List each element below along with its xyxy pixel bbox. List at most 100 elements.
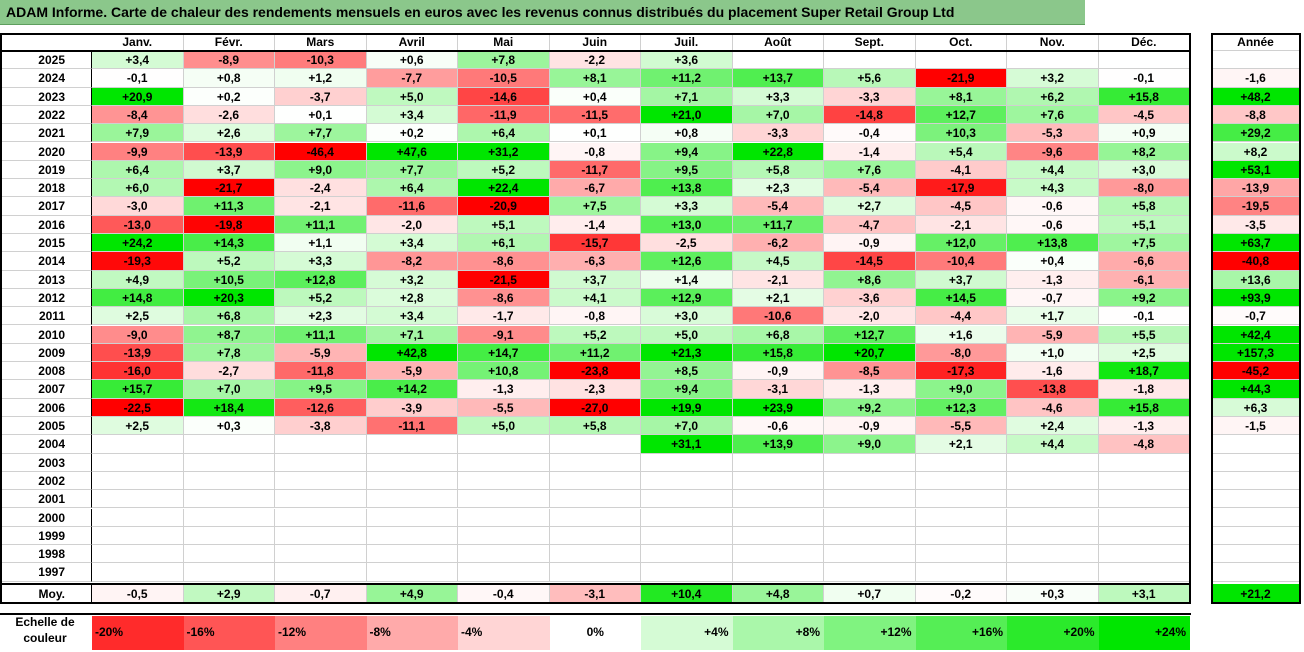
year-total-cell: +63,7 [1212, 234, 1300, 253]
color-scale-step: 0% [549, 616, 641, 650]
heatmap-cell: -4,7 [824, 215, 916, 234]
heatmap-cell: +6,4 [458, 124, 550, 143]
heatmap-cell: +1,7 [1007, 307, 1099, 326]
heatmap-cell: +3,7 [915, 270, 1007, 289]
heatmap-cell [275, 508, 367, 527]
heatmap-cell: -0,1 [1098, 307, 1190, 326]
heatmap-cell: +31,2 [458, 142, 550, 161]
heatmap-cell [1098, 526, 1190, 546]
heatmap-cell: +9,2 [1098, 288, 1190, 308]
heatmap-cell [458, 453, 550, 472]
heatmap-cell: -8,6 [458, 288, 550, 308]
heatmap-cell: -1,3 [458, 380, 550, 399]
heatmap-cell: -1,3 [824, 380, 916, 399]
heatmap-cell [458, 508, 550, 527]
heatmap-cell: -2,1 [732, 270, 824, 289]
heatmap-cell: +6,8 [732, 325, 824, 344]
heatmap-cell: -4,1 [915, 160, 1007, 180]
heatmap-cell: -6,3 [549, 252, 641, 271]
average-cell: -0,2 [915, 583, 1007, 604]
heatmap-cell: -8,9 [183, 51, 275, 70]
heatmap-cell [458, 545, 550, 564]
heatmap-cell: -2,0 [366, 215, 458, 234]
heatmap-cell: +7,5 [549, 197, 641, 216]
color-scale-label: Echelle de couleur [0, 614, 90, 652]
heatmap-cell: +6,8 [183, 307, 275, 326]
year-total-cell [1212, 51, 1300, 70]
heatmap-cell: +47,6 [366, 142, 458, 161]
heatmap-cell [549, 526, 641, 546]
heatmap-cell [549, 545, 641, 564]
heatmap-cell [92, 545, 184, 564]
color-scale-step: -12% [275, 616, 367, 650]
year-label: 2012 [0, 288, 92, 308]
heatmap-cell: +6,0 [92, 179, 184, 198]
average-year-cell: +21,2 [1212, 583, 1300, 604]
heatmap-cell: -0,9 [824, 234, 916, 253]
heatmap-cell: +9,4 [641, 380, 733, 399]
heatmap-cell: -8,6 [458, 252, 550, 271]
heatmap-cell: +21,0 [641, 105, 733, 125]
heatmap-cell: -8,2 [366, 252, 458, 271]
year-label: 2011 [0, 307, 92, 326]
heatmap-cell [92, 453, 184, 472]
heatmap-cell: -8,4 [92, 105, 184, 125]
heatmap-cell: -5,9 [275, 343, 367, 363]
heatmap-cell [92, 526, 184, 546]
heatmap-cell [1007, 453, 1099, 472]
heatmap-cell [183, 435, 275, 454]
heatmap-cell: +2,3 [275, 307, 367, 326]
heatmap-cell [275, 471, 367, 491]
heatmap-cell [549, 471, 641, 491]
heatmap-cell: -3,7 [275, 87, 367, 106]
heatmap-cell [824, 453, 916, 472]
heatmap-cell: +3,2 [366, 270, 458, 289]
heatmap-cell: +31,1 [641, 435, 733, 454]
year-total-cell: -19,5 [1212, 197, 1300, 216]
year-total-cell: +6,3 [1212, 398, 1300, 417]
year-total-cell: -0,7 [1212, 307, 1300, 326]
average-cell: -0,4 [458, 583, 550, 604]
heatmap-cell [183, 563, 275, 582]
year-total-cell: -40,8 [1212, 252, 1300, 271]
heatmap-cell [915, 453, 1007, 472]
year-total-cell [1212, 435, 1300, 454]
heatmap-cell: +2,1 [915, 435, 1007, 454]
heatmap-cell: -3,3 [732, 124, 824, 143]
heatmap-cell [824, 51, 916, 70]
heatmap-cell: -7,7 [366, 69, 458, 88]
heatmap-cell: +3,7 [549, 270, 641, 289]
heatmap-cell: -11,8 [275, 362, 367, 381]
heatmap-cell: -8,0 [1098, 179, 1190, 198]
year-label: 1999 [0, 526, 92, 546]
heatmap-cell: +3,3 [732, 87, 824, 106]
heatmap-cell: +9,5 [641, 160, 733, 180]
heatmap-cell [824, 471, 916, 491]
year-total-cell [1212, 545, 1300, 564]
heatmap-cell: -13,0 [92, 215, 184, 234]
heatmap-cell: +12,6 [641, 252, 733, 271]
heatmap-cell [641, 490, 733, 509]
year-total-cell: +48,2 [1212, 87, 1300, 106]
heatmap-cell: +0,1 [549, 124, 641, 143]
heatmap-cell [1098, 471, 1190, 491]
heatmap-cell: +9,5 [275, 380, 367, 399]
heatmap-cell [366, 508, 458, 527]
heatmap-cell: -5,5 [915, 417, 1007, 436]
heatmap-cell [366, 490, 458, 509]
year-total-cell [1212, 508, 1300, 527]
heatmap-cell: -16,0 [92, 362, 184, 381]
month-header: Mai [458, 33, 550, 51]
heatmap-cell: +7,8 [458, 51, 550, 70]
heatmap-cell: +11,3 [183, 197, 275, 216]
heatmap-cell: -21,9 [915, 69, 1007, 88]
heatmap-cell: -3,9 [366, 398, 458, 417]
heatmap-cell: -3,6 [824, 288, 916, 308]
year-label: 2018 [0, 179, 92, 198]
heatmap-cell: +2,5 [92, 307, 184, 326]
heatmap-cell: -4,6 [1007, 398, 1099, 417]
year-total-cell: -13,9 [1212, 179, 1300, 198]
year-label: 1998 [0, 545, 92, 564]
heatmap-cell [1098, 51, 1190, 70]
year-total-cell [1212, 490, 1300, 509]
